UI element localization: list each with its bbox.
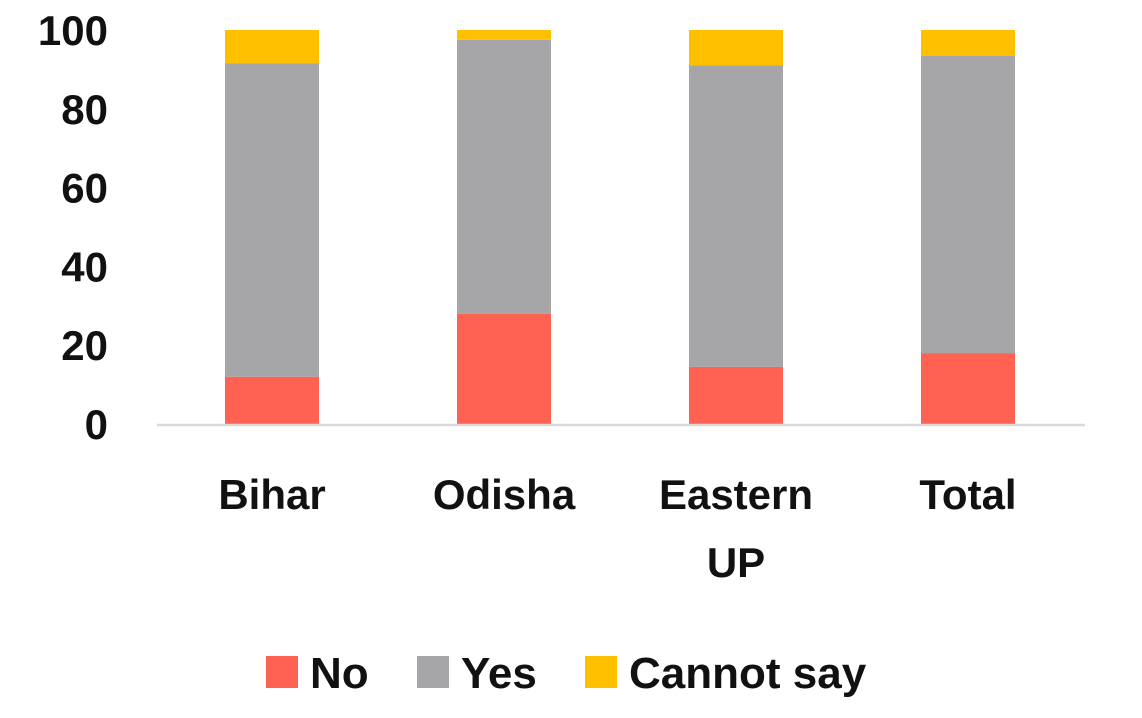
x-category-label: UP (707, 539, 765, 586)
x-category-label: Total (919, 471, 1016, 518)
bar-stack (457, 30, 551, 424)
y-tick-label: 40 (61, 243, 108, 290)
legend-item: Cannot say (585, 649, 867, 698)
bar-segment-yes (225, 63, 319, 377)
x-category-label: Odisha (433, 471, 576, 518)
legend-item: Yes (417, 649, 537, 698)
y-axis-tick-labels: 0 20 40 60 80 100 (38, 7, 108, 448)
legend-label: No (310, 649, 369, 698)
legend-swatch (417, 656, 449, 688)
x-category-label: Eastern (659, 471, 813, 518)
bar-stacks (225, 30, 1015, 424)
y-tick-label: 80 (61, 86, 108, 133)
legend: No Yes Cannot say (266, 649, 867, 698)
bar-segment-cannot-say (225, 30, 319, 64)
bar-segment-yes (457, 39, 551, 314)
bar-segment-no (689, 366, 783, 424)
bar-stack (689, 30, 783, 424)
bar-segment-cannot-say (689, 30, 783, 66)
bar-stack (921, 30, 1015, 424)
bar-segment-no (225, 376, 319, 424)
y-tick-label: 0 (85, 401, 108, 448)
legend-swatch (585, 656, 617, 688)
bar-segment-yes (921, 55, 1015, 354)
legend-item: No (266, 649, 369, 698)
bar-segment-no (457, 313, 551, 424)
x-category-label: Bihar (218, 471, 325, 518)
x-axis-category-labels: Bihar Odisha Eastern UP Total (218, 471, 1016, 586)
legend-label: Cannot say (629, 649, 867, 698)
bar-segment-cannot-say (921, 30, 1015, 56)
bar-segment-no (921, 353, 1015, 424)
y-tick-label: 20 (61, 322, 108, 369)
bar-stack (225, 30, 319, 424)
y-tick-label: 60 (61, 165, 108, 212)
y-tick-label: 100 (38, 7, 108, 54)
bar-segment-yes (689, 65, 783, 367)
bar-segment-cannot-say (457, 30, 551, 40)
legend-swatch (266, 656, 298, 688)
legend-label: Yes (461, 649, 537, 698)
